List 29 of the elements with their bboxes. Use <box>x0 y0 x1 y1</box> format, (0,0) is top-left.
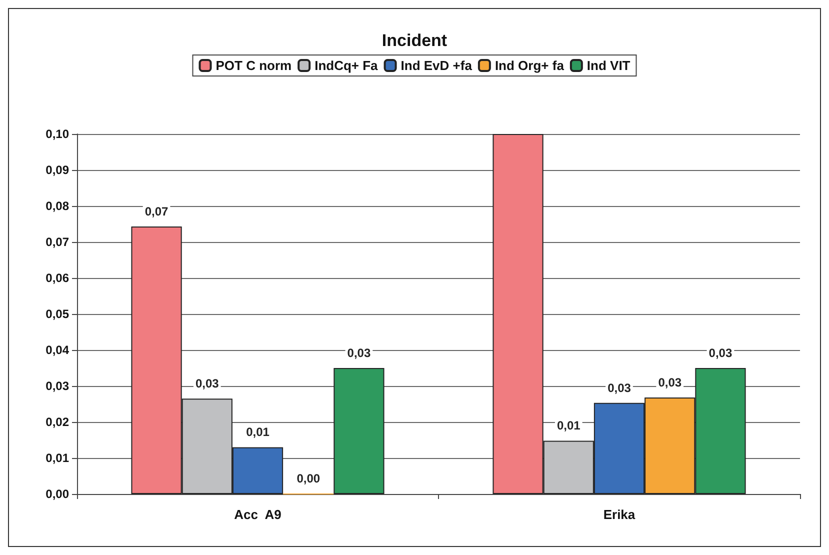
data-label: 0,07 <box>144 204 169 219</box>
x-tick-label: Acc A9 <box>234 507 282 522</box>
bar <box>334 368 384 494</box>
y-tick-label: 0,09 <box>46 163 70 177</box>
y-tick-label: 0,04 <box>46 343 70 357</box>
y-tick-label: 0,00 <box>46 487 70 501</box>
data-label: 0,03 <box>608 380 632 395</box>
data-label: 0,03 <box>347 346 371 360</box>
data-label: 0,00 <box>296 472 320 486</box>
chart-title: Incident <box>382 31 448 50</box>
y-tick-label: 0,08 <box>46 199 70 213</box>
legend-label: Ind Org+ fa <box>494 58 565 73</box>
x-tick-label: Erika <box>603 507 636 522</box>
legend-label: IndCq+ Fa <box>314 58 379 73</box>
y-tick-label: 0,01 <box>46 451 70 465</box>
y-tick-label: 0,06 <box>46 271 70 285</box>
y-tick-label: 0,05 <box>46 307 70 321</box>
legend-label: Ind VIT <box>586 58 630 73</box>
y-tick-label: 0,07 <box>46 235 70 249</box>
data-label: 0,01 <box>246 425 270 440</box>
legend-label: Ind EvD +fa <box>400 58 473 73</box>
data-label: 0,03 <box>708 346 732 360</box>
legend-label: POT C norm <box>216 58 292 73</box>
data-label: 0,01 <box>556 418 581 433</box>
data-label: 0,03 <box>195 376 220 391</box>
y-tick-label: 0,03 <box>46 379 70 393</box>
data-label: 0,03 <box>658 376 682 390</box>
y-tick-label: 0,10 <box>46 127 70 141</box>
y-tick-label: 0,02 <box>46 415 70 429</box>
